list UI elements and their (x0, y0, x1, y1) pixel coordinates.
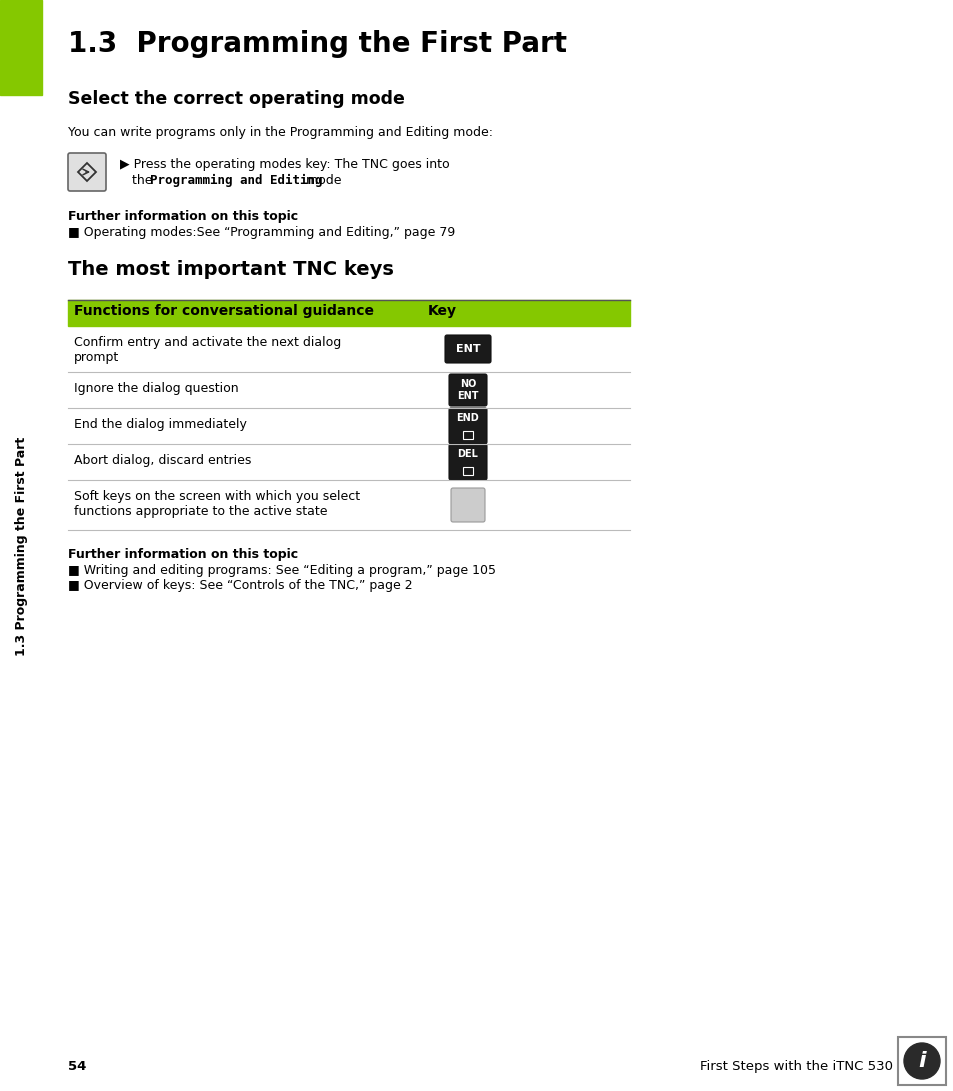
Text: the: the (132, 173, 156, 187)
FancyBboxPatch shape (68, 153, 106, 191)
Text: 1.3 Programming the First Part: 1.3 Programming the First Part (14, 436, 28, 656)
Text: ■ Overview of keys: See “Controls of the TNC,” page 2: ■ Overview of keys: See “Controls of the… (68, 579, 413, 592)
Text: mode: mode (302, 173, 341, 187)
Text: ■ Writing and editing programs: See “Editing a program,” page 105: ■ Writing and editing programs: See “Edi… (68, 564, 496, 577)
FancyBboxPatch shape (451, 488, 484, 521)
Text: You can write programs only in the Programming and Editing mode:: You can write programs only in the Progr… (68, 125, 493, 139)
FancyBboxPatch shape (449, 374, 486, 406)
Text: ■ Operating modes:See “Programming and Editing,” page 79: ■ Operating modes:See “Programming and E… (68, 226, 455, 239)
Bar (897, 1038, 945, 1086)
Text: i: i (917, 1051, 924, 1071)
Text: ENT: ENT (456, 391, 478, 401)
Bar (462, 431, 473, 439)
Text: Further information on this topic: Further information on this topic (68, 209, 297, 223)
Text: Further information on this topic: Further information on this topic (68, 548, 297, 561)
Text: 1.3  Programming the First Part: 1.3 Programming the First Part (68, 29, 566, 58)
Circle shape (903, 1043, 939, 1079)
Text: prompt: prompt (74, 351, 119, 364)
Text: NO: NO (459, 379, 476, 389)
Bar (0, 0, 42, 1091)
FancyBboxPatch shape (444, 335, 491, 363)
Text: The most important TNC keys: The most important TNC keys (68, 260, 394, 279)
Text: Select the correct operating mode: Select the correct operating mode (68, 89, 404, 108)
Text: END: END (456, 413, 478, 423)
FancyBboxPatch shape (449, 408, 486, 444)
Text: Programming and Editing: Programming and Editing (150, 173, 322, 187)
Text: Functions for conversational guidance: Functions for conversational guidance (74, 304, 374, 317)
Text: ▶ Press the operating modes key: The TNC goes into: ▶ Press the operating modes key: The TNC… (120, 158, 449, 171)
Text: Abort dialog, discard entries: Abort dialog, discard entries (74, 454, 251, 467)
FancyBboxPatch shape (449, 444, 486, 480)
Bar (462, 467, 473, 475)
Text: functions appropriate to the active state: functions appropriate to the active stat… (74, 505, 327, 518)
Text: Key: Key (428, 304, 456, 317)
Text: ENT: ENT (456, 344, 479, 353)
Text: Ignore the dialog question: Ignore the dialog question (74, 382, 238, 395)
Bar (68, 300, 629, 326)
Text: DEL: DEL (457, 449, 478, 459)
Text: End the dialog immediately: End the dialog immediately (74, 418, 247, 431)
Bar (0, 0, 42, 95)
Text: Confirm entry and activate the next dialog: Confirm entry and activate the next dial… (74, 336, 341, 349)
Text: 54: 54 (68, 1060, 87, 1074)
Text: Soft keys on the screen with which you select: Soft keys on the screen with which you s… (74, 490, 359, 503)
Text: First Steps with the iTNC 530: First Steps with the iTNC 530 (700, 1060, 892, 1074)
